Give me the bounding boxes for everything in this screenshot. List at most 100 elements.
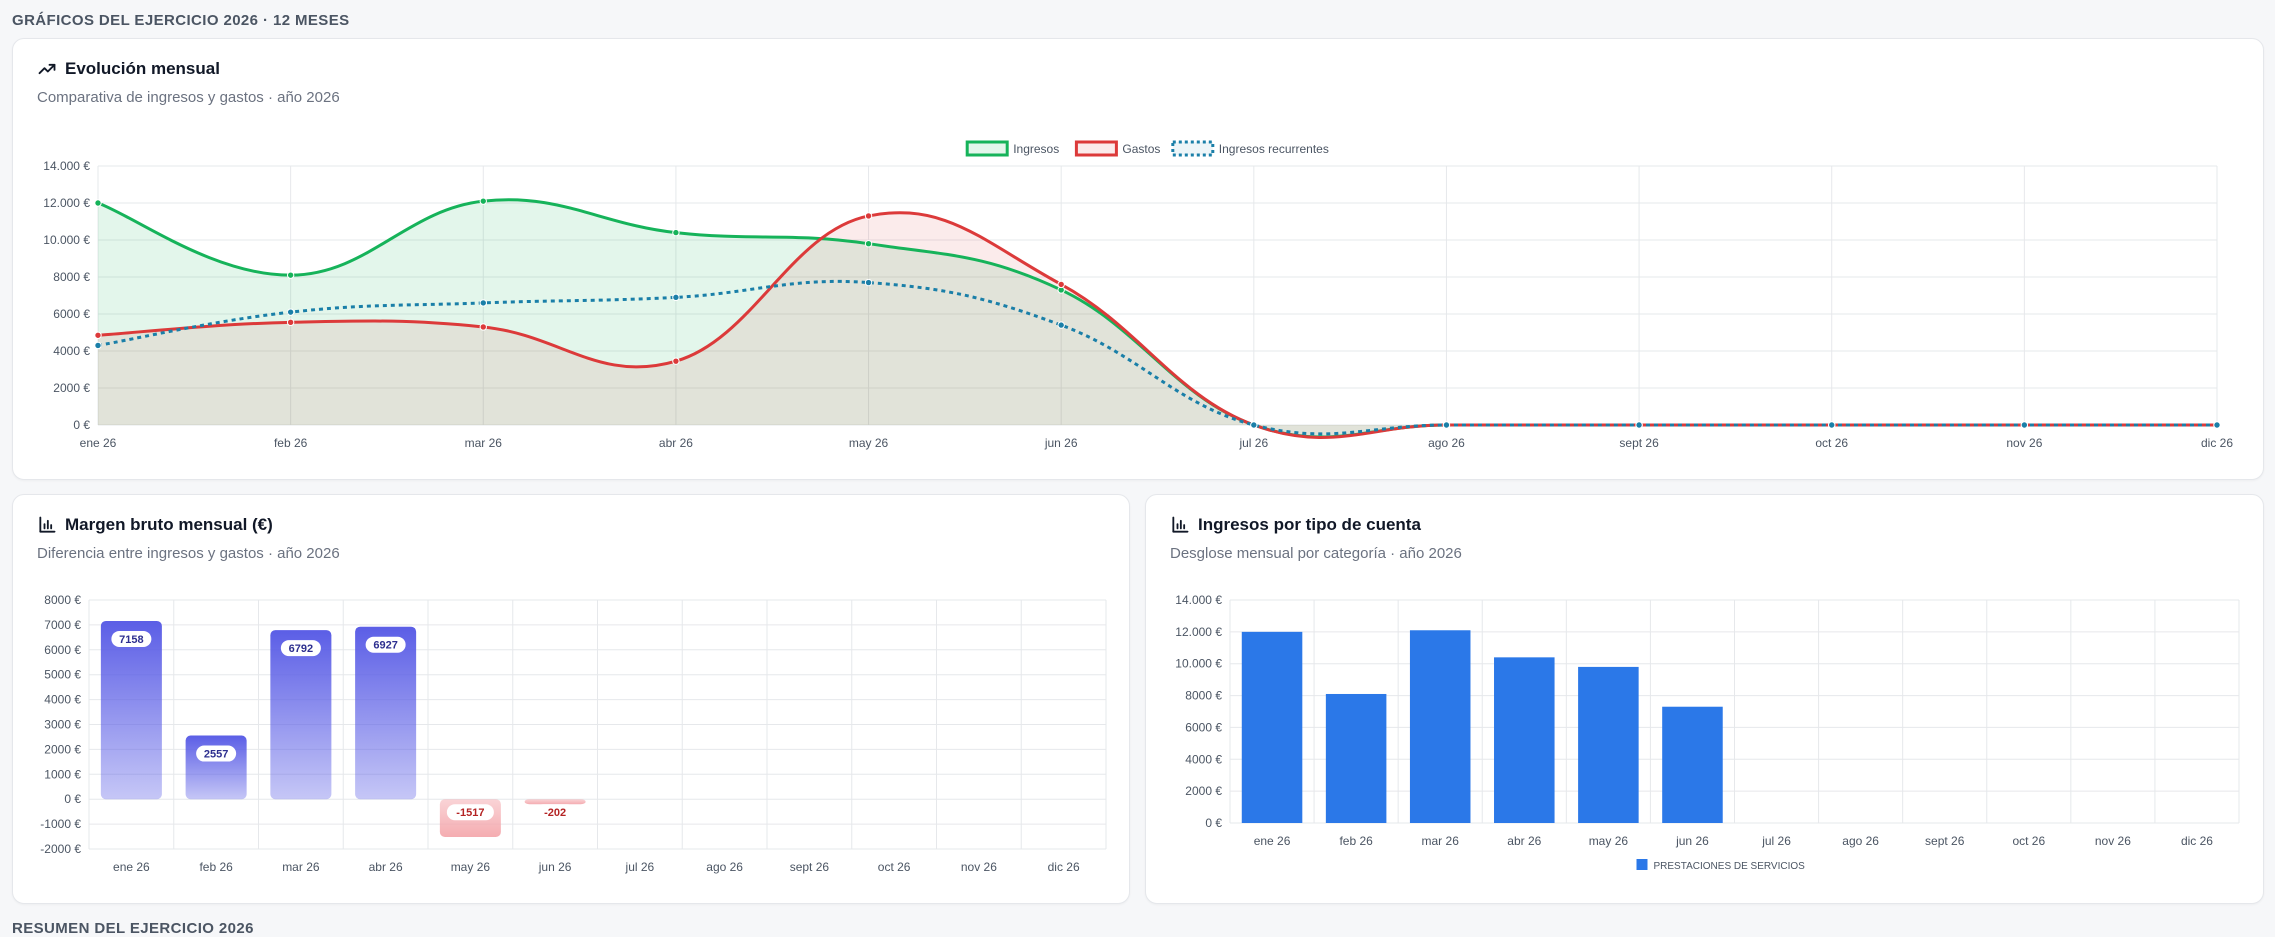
evolucion-ytick-label: 4000 € xyxy=(53,344,90,358)
series-recurrentes-point xyxy=(94,341,102,350)
tipo-bar-ene-26 xyxy=(1241,631,1303,823)
margen-ytick-label: -1000 € xyxy=(40,817,81,831)
series-ingresos-area xyxy=(98,199,2217,438)
tipo-bar-abr-26 xyxy=(1494,657,1555,823)
margen-title: Margen bruto mensual (€) xyxy=(65,515,273,534)
margen-ytick-label: 2000 € xyxy=(44,742,81,756)
margen-ytick-label: 8000 € xyxy=(44,593,81,607)
margen-data-label-bg xyxy=(365,636,406,653)
margen-xtick-label: feb 26 xyxy=(199,860,233,874)
tipo-bar-jun-26 xyxy=(1662,706,1723,823)
tipo-title: Ingresos por tipo de cuenta xyxy=(1198,515,1421,534)
margen-xtick-label: sept 26 xyxy=(790,860,830,874)
tipo-ytick-label: 12.000 € xyxy=(1175,625,1222,639)
evolucion-card: Evolución mensual Comparativa de ingreso… xyxy=(12,38,2264,480)
trending-up-icon xyxy=(38,63,56,75)
series-gastos-line xyxy=(97,211,2217,439)
evolucion-ytick-label: 12.000 € xyxy=(43,196,90,210)
evolucion-xtick-label: jul 26 xyxy=(1238,436,1268,450)
series-recurrentes-point xyxy=(864,278,873,287)
margen-data-label: 6792 xyxy=(289,643,313,655)
tipo-xtick-label: abr 26 xyxy=(1507,834,1541,848)
evolucion-xtick-label: ene 26 xyxy=(80,436,117,450)
evolucion-ytick-label: 8000 € xyxy=(53,270,90,284)
tipo-ytick-label: 8000 € xyxy=(1185,689,1222,703)
tipo-bar-may-26 xyxy=(1578,666,1639,823)
margen-chart: -2000 € -1000 € 0 € 1000 € 2000 € 3000 € 4000 … xyxy=(40,593,1107,874)
series-recurrentes-point xyxy=(672,293,680,302)
margen-xtick-label: ene 26 xyxy=(113,860,150,874)
margen-ytick-label: 5000 € xyxy=(44,668,81,682)
tipo-xtick-label: nov 26 xyxy=(2095,834,2131,848)
series-gastos-area xyxy=(98,212,2217,438)
margen-data-label-bg xyxy=(196,745,237,762)
tipo-ytick-label: 2000 € xyxy=(1185,784,1222,798)
margen-data-label-bg xyxy=(446,804,494,821)
series-gastos-point xyxy=(1057,280,1065,289)
margen-ytick-label: 0 € xyxy=(64,792,81,806)
evolucion-xtick-label: feb 26 xyxy=(274,436,308,450)
tipo-xtick-label: mar 26 xyxy=(1422,834,1460,848)
tipo-ytick-label: 0 € xyxy=(1205,816,1222,830)
tipo-card: Ingresos por tipo de cuenta Desglose men… xyxy=(1145,494,2264,904)
legend-recurrentes-swatch xyxy=(1171,140,1215,157)
tipo-bar-feb-26 xyxy=(1325,693,1387,823)
margen-xtick-label: jun 26 xyxy=(538,860,572,874)
tipo-xtick-label: ago 26 xyxy=(1842,834,1879,848)
tipo-chart: 0 € 2000 € 4000 € 6000 € 8000 € 10.000 € 12.00… xyxy=(1175,593,2240,872)
next-section-title: RESUMEN DEL EJERCICIO 2026 xyxy=(12,920,254,937)
evolucion-xtick-label: dic 26 xyxy=(2201,436,2233,450)
margen-xtick-label: mar 26 xyxy=(282,860,320,874)
margen-ytick-label: -2000 € xyxy=(40,842,81,856)
margen-ytick-label: 7000 € xyxy=(44,618,81,632)
legend-gastos-label: Gastos xyxy=(1122,142,1160,156)
series-gastos-point xyxy=(864,212,873,220)
margen-xtick-label: oct 26 xyxy=(878,860,911,874)
series-recurrentes-point xyxy=(479,299,487,307)
evolucion-xtick-label: may 26 xyxy=(849,436,889,450)
series-recurrentes-point xyxy=(1635,421,1643,429)
margen-card: Margen bruto mensual (€) Diferencia entr… xyxy=(12,494,1130,904)
series-gastos-point xyxy=(672,357,680,365)
tipo-xtick-label: sept 26 xyxy=(1925,834,1965,848)
margen-data-label: -202 xyxy=(544,807,566,819)
tipo-xtick-label: ene 26 xyxy=(1254,834,1291,848)
margen-data-label-bg xyxy=(111,630,152,647)
series-recurrentes-point xyxy=(286,308,295,316)
evolucion-ytick-label: 2000 € xyxy=(53,381,90,395)
tipo-ytick-label: 6000 € xyxy=(1185,720,1222,734)
evolucion-ytick-label: 10.000 € xyxy=(43,233,90,247)
margen-xtick-label: ago 26 xyxy=(706,860,743,874)
tipo-xtick-label: dic 26 xyxy=(2181,834,2213,848)
series-recurrentes-point xyxy=(1828,421,1836,429)
evolucion-xtick-label: oct 26 xyxy=(1815,436,1848,450)
evolucion-title: Evolución mensual xyxy=(65,59,220,78)
evolucion-xtick-label: mar 26 xyxy=(465,436,503,450)
margen-xtick-label: may 26 xyxy=(451,860,491,874)
margen-subtitle: Diferencia entre ingresos y gastos · año… xyxy=(37,545,340,562)
margen-bar-mar-26 xyxy=(270,630,332,800)
margen-ytick-label: 3000 € xyxy=(44,718,81,732)
margen-xtick-label: dic 26 xyxy=(1048,860,1080,874)
legend-ingresos-label: Ingresos xyxy=(1013,142,1059,156)
evolucion-xtick-label: jun 26 xyxy=(1044,436,1078,450)
margen-data-label-bg xyxy=(280,640,321,657)
tipo-subtitle: Desglose mensual por categoría · año 202… xyxy=(1170,545,1462,562)
margen-ytick-label: 4000 € xyxy=(44,693,81,707)
series-ingresos-point xyxy=(286,271,295,279)
tipo-ytick-label: 10.000 € xyxy=(1175,657,1222,671)
margen-data-label: 2557 xyxy=(204,749,228,761)
evolucion-xtick-label: abr 26 xyxy=(659,436,693,450)
margen-bar-ene-26 xyxy=(100,620,162,800)
margen-ytick-label: 6000 € xyxy=(44,643,81,657)
evolucion-xtick-label: sept 26 xyxy=(1619,436,1659,450)
tipo-legend-swatch xyxy=(1636,859,1648,870)
series-gastos-point xyxy=(479,323,487,331)
legend-recurrentes-label: Ingresos recurrentes xyxy=(1219,142,1329,156)
series-ingresos-point xyxy=(94,199,102,207)
series-recurrentes-point xyxy=(2213,421,2221,429)
margen-ytick-label: 1000 € xyxy=(44,767,81,781)
evolucion-ytick-label: 6000 € xyxy=(53,307,90,321)
tipo-bar-mar-26 xyxy=(1409,630,1471,823)
tipo-ytick-label: 14.000 € xyxy=(1175,593,1222,607)
